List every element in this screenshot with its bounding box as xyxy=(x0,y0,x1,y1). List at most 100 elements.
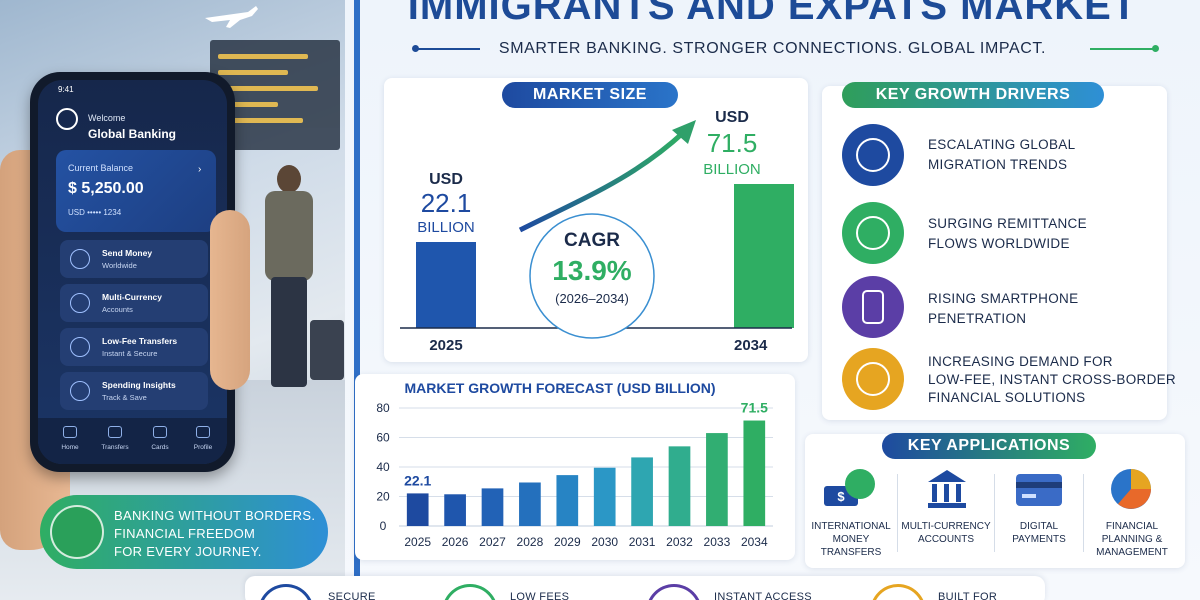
globe-icon xyxy=(56,108,78,130)
right-value: 71.5 xyxy=(707,128,758,158)
cards-tab-icon xyxy=(153,426,167,438)
currency-icon xyxy=(70,293,90,313)
traveler-figure xyxy=(255,165,325,395)
bank-icon xyxy=(928,470,966,508)
menu-title: Low-Fee Transfers xyxy=(102,336,178,346)
welcome-text: Welcome xyxy=(88,113,126,123)
x-tick-label: 2025 xyxy=(404,535,431,549)
status-time: 9:41 xyxy=(58,85,74,94)
balance-amount: $ 5,250.00 xyxy=(68,180,144,197)
bar-2027 xyxy=(481,488,504,526)
menu-sub: Track & Save xyxy=(102,393,147,402)
tab-transfers[interactable]: Transfers xyxy=(101,444,129,451)
profile-tab-icon xyxy=(196,426,210,438)
cagr-value: 13.9% xyxy=(552,255,631,286)
menu-insights[interactable]: Spending Insights Track & Save xyxy=(60,372,208,410)
menu-sub: Worldwide xyxy=(102,261,137,270)
x-tick-label: 2027 xyxy=(479,535,506,549)
menu-multi-currency[interactable]: Multi-Currency Accounts xyxy=(60,284,208,322)
right-currency: USD xyxy=(715,109,749,126)
bar-2025 xyxy=(416,242,476,328)
airplane-icon xyxy=(205,6,258,28)
x-tick-label: 2030 xyxy=(591,535,618,549)
balance-label: Current Balance xyxy=(68,163,134,173)
send-icon xyxy=(70,249,90,269)
tab-home[interactable]: Home xyxy=(61,444,79,451)
left-unit: BILLION xyxy=(417,219,475,236)
cagr-circle xyxy=(529,213,655,339)
divider xyxy=(415,48,480,50)
tab-bar: Home Transfers Cards Profile xyxy=(38,418,227,464)
transfer-tab-icon xyxy=(108,426,122,438)
smartphone-icon xyxy=(842,276,904,338)
y-tick-label: 60 xyxy=(376,431,390,445)
card-icon xyxy=(1016,474,1062,506)
right-year: 2034 xyxy=(734,337,768,354)
insights-icon xyxy=(70,381,90,401)
x-tick-label: 2029 xyxy=(554,535,581,549)
bar-2034 xyxy=(734,184,794,328)
menu-title: Spending Insights xyxy=(102,380,176,390)
tab-profile[interactable]: Profile xyxy=(193,444,213,451)
x-tick-label: 2028 xyxy=(517,535,544,549)
feature-secure: SECURE xyxy=(328,591,376,600)
y-tick-label: 40 xyxy=(376,460,390,474)
feature-low-fees: LOW FEES xyxy=(510,591,570,600)
growth-arrow xyxy=(518,130,686,233)
balance-card[interactable]: Current Balance › $ 5,250.00 USD ••••• 1… xyxy=(56,150,216,232)
menu-title: Send Money xyxy=(102,248,153,258)
x-tick-label: 2031 xyxy=(629,535,656,549)
menu-title: Multi-Currency xyxy=(102,292,162,302)
menu-low-fee[interactable]: Low-Fee Transfers Instant & Secure xyxy=(60,328,208,366)
divider xyxy=(1090,48,1155,50)
svg-text:$: $ xyxy=(837,489,845,504)
brand-name: Global Banking xyxy=(88,127,177,141)
x-tick-label: 2034 xyxy=(741,535,768,549)
x-tick-label: 2026 xyxy=(442,535,469,549)
thumb xyxy=(210,210,250,390)
page-subtitle: SMARTER BANKING. STRONGER CONNECTIONS. G… xyxy=(498,40,1047,57)
bar-2034 xyxy=(743,420,766,526)
y-tick-label: 20 xyxy=(376,490,390,504)
y-tick-label: 0 xyxy=(380,519,387,533)
dollar-cycle-icon xyxy=(842,202,904,264)
people-network-icon xyxy=(50,505,104,559)
page-title: IMMIGRANTS AND EXPATS MARKET xyxy=(407,0,1138,28)
banner-line: FOR EVERY JOURNEY. xyxy=(114,544,262,559)
tab-cards[interactable]: Cards xyxy=(151,444,169,451)
chevron-right-icon: › xyxy=(198,164,202,175)
x-tick-label: 2032 xyxy=(666,535,693,549)
app-planning: FINANCIAL PLANNING & MANAGEMENT xyxy=(1096,521,1168,558)
app-payments: DIGITAL PAYMENTS xyxy=(1012,521,1066,545)
divider-curve xyxy=(300,0,360,600)
menu-sub: Instant & Secure xyxy=(102,349,158,358)
feature-instant: INSTANT ACCESS xyxy=(714,591,812,600)
phone-screen: 9:41 Welcome Global Banking Current Bala… xyxy=(38,80,227,464)
menu-send-money[interactable]: Send Money Worldwide xyxy=(60,240,208,278)
forecast-chart: MARKET GROWTH FORECAST (USD BILLION) 0 20… xyxy=(376,380,773,549)
feature-built-for: BUILT FOR xyxy=(938,591,998,600)
people-globe-icon xyxy=(842,124,904,186)
banner-line: BANKING WITHOUT BORDERS. xyxy=(114,508,316,523)
left-year: 2025 xyxy=(429,337,462,354)
market-size-label: MARKET SIZE xyxy=(502,82,678,108)
account-number: USD ••••• 1234 xyxy=(68,208,122,217)
bar-2028 xyxy=(519,482,541,526)
bar-2030 xyxy=(593,467,616,526)
data-label: 71.5 xyxy=(741,400,768,416)
bar-2025 xyxy=(406,493,429,526)
banner-line: FINANCIAL FREEDOM xyxy=(114,526,256,541)
growth-drivers-label: KEY GROWTH DRIVERS xyxy=(842,82,1104,108)
money-globe-icon: $ xyxy=(824,469,875,506)
cagr-period: (2026–2034) xyxy=(555,291,629,306)
cagr-label: CAGR xyxy=(564,230,620,251)
bar-2026 xyxy=(444,494,466,526)
market-size-graphic: USD 22.1 BILLION 2025 2034 USD 71.5 BILL… xyxy=(400,109,794,354)
menu-sub: Accounts xyxy=(102,305,133,314)
home-icon xyxy=(63,426,77,438)
bar-2029 xyxy=(556,475,579,526)
right-unit: BILLION xyxy=(703,161,761,178)
app-transfers: INTERNATIONAL MONEY TRANSFERS xyxy=(811,521,891,558)
app-accounts: MULTI-CURRENCY ACCOUNTS xyxy=(901,521,991,545)
globe-icon xyxy=(842,348,904,410)
